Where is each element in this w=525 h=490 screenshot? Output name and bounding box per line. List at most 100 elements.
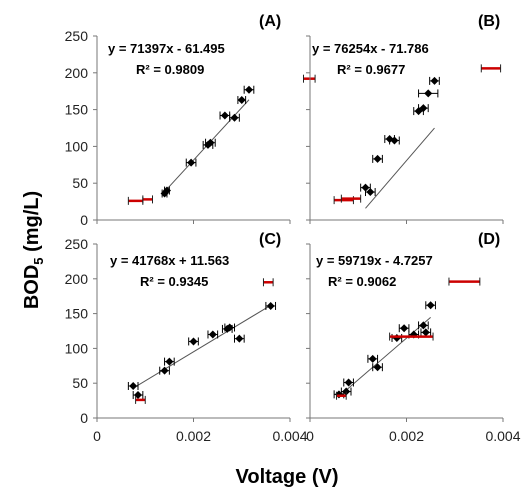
diamond-marker <box>430 76 439 85</box>
x-tick-label: 0.004 <box>485 428 520 444</box>
x-tick-label: 0.002 <box>389 428 424 444</box>
outlier-point <box>127 196 144 205</box>
outlier-point <box>448 277 481 286</box>
data-point <box>237 96 247 105</box>
y-axis-title-main: BOD <box>21 265 43 309</box>
y-tick-label: 250 <box>65 28 89 44</box>
y-tick-label: 200 <box>65 65 89 81</box>
diamond-marker <box>160 366 169 375</box>
data-point <box>243 85 255 94</box>
diamond-marker <box>400 324 409 333</box>
x-axis-title: Voltage (V) <box>236 466 339 488</box>
data-point <box>188 337 199 346</box>
diamond-marker <box>368 354 377 363</box>
data-point <box>367 354 379 363</box>
fit-equation: y = 71397x - 61.495 <box>108 41 225 56</box>
diamond-marker <box>344 378 353 387</box>
diamond-marker <box>220 111 229 120</box>
outlier-point <box>333 196 354 205</box>
diamond-marker <box>162 186 171 195</box>
diamond-marker <box>373 363 382 372</box>
diamond-marker <box>206 138 215 147</box>
diamond-marker <box>421 328 430 337</box>
diamond-marker <box>361 183 370 192</box>
data-point <box>340 387 352 396</box>
diamond-marker <box>189 337 198 346</box>
y-axis-title-tail: (mg/L) <box>21 191 43 258</box>
data-point <box>364 188 376 197</box>
data-point <box>207 330 219 339</box>
diamond-marker <box>373 154 382 163</box>
outlier-point <box>389 332 434 341</box>
outlier-point <box>262 278 274 287</box>
diamond-marker <box>165 357 174 366</box>
x-tick-label: 0.002 <box>176 428 211 444</box>
fit-equation: y = 41768x + 11.563 <box>110 253 229 268</box>
data-point <box>234 334 245 343</box>
y-tick-label: 150 <box>65 306 89 322</box>
diamond-marker <box>266 301 275 310</box>
data-point <box>229 113 240 122</box>
data-point <box>420 328 432 337</box>
diamond-marker <box>129 381 138 390</box>
outlier-point <box>303 74 316 83</box>
r-squared: R² = 0.9345 <box>140 274 208 289</box>
y-axis-title: BOD5 (mg/L) <box>21 191 46 309</box>
diamond-marker <box>366 188 375 197</box>
data-point <box>132 391 144 400</box>
data-point <box>418 321 429 330</box>
outlier-point <box>336 391 347 400</box>
diamond-marker <box>390 136 399 145</box>
diamond-marker <box>235 334 244 343</box>
panel-b: (B) y = 76254x - 71.786 R² = 0.9677 <box>306 13 504 224</box>
diamond-marker <box>419 104 428 113</box>
outlier-point <box>480 64 502 73</box>
data-point <box>185 158 197 167</box>
data-point <box>219 111 231 120</box>
data-point <box>162 186 171 195</box>
diamond-marker <box>424 89 433 98</box>
diamond-marker <box>237 96 246 105</box>
x-tick-label: 0 <box>306 428 314 444</box>
y-tick-label: 100 <box>65 340 89 356</box>
diamond-marker <box>244 85 253 94</box>
diamond-marker <box>230 113 239 122</box>
panel-label: (D) <box>478 231 500 248</box>
panel-label: (B) <box>478 13 500 30</box>
x-tick-label: 0.004 <box>272 428 307 444</box>
diamond-marker <box>208 330 217 339</box>
y-tick-label: 50 <box>72 375 88 391</box>
diamond-marker <box>187 158 196 167</box>
data-point <box>372 363 383 372</box>
data-point <box>159 366 170 375</box>
y-tick-label: 100 <box>65 138 89 154</box>
panel-d: 0 0.002 0.004 (D) y = 59719x - 4.7257 R² = 0.… <box>306 231 521 444</box>
data-point <box>343 378 354 387</box>
data-point <box>418 89 439 98</box>
data-point <box>205 138 216 147</box>
diamond-marker <box>392 333 401 342</box>
outlier-point <box>142 195 153 204</box>
diamond-marker <box>225 323 234 332</box>
panel-a: 0 50 100 150 200 250 (A) y = 71397x - 61.495 R² … <box>65 13 316 228</box>
outlier-point <box>135 395 146 404</box>
data-point <box>391 333 403 342</box>
panel-label: (A) <box>259 13 281 30</box>
data-point <box>425 301 436 310</box>
data-point <box>265 301 277 310</box>
y-tick-label: 0 <box>80 410 88 426</box>
trend-line <box>132 304 271 389</box>
diamond-marker <box>426 301 435 310</box>
y-tick-label: 250 <box>65 236 89 252</box>
diamond-marker <box>419 321 428 330</box>
outlier-point <box>340 194 362 203</box>
data-point <box>372 154 383 163</box>
data-point <box>127 381 139 390</box>
data-point <box>398 324 410 333</box>
panel-c: 0 50 100 150 200 250 0 0.002 0.004 (C) y = 41768x … <box>65 231 308 444</box>
data-point <box>389 136 400 145</box>
data-point <box>429 76 440 85</box>
trend-line <box>338 316 431 397</box>
data-point <box>164 357 175 366</box>
